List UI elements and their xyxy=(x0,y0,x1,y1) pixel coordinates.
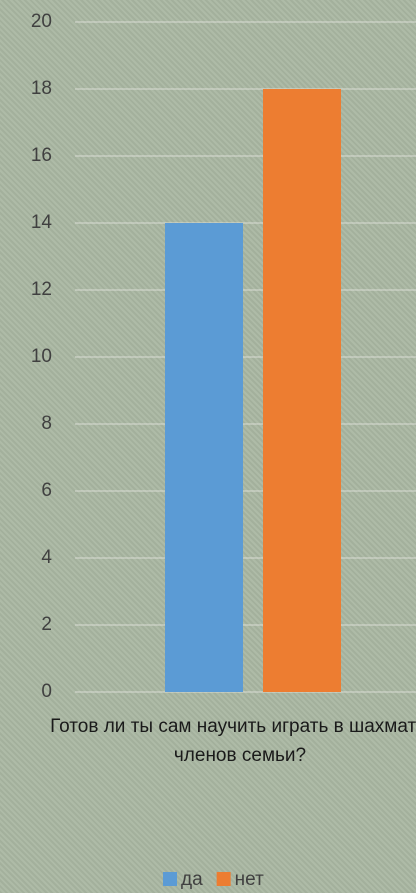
y-tick-label: 18 xyxy=(31,78,52,99)
x-tick-label: Готов ли ты сам научить играть в шахматы… xyxy=(40,712,416,770)
y-tick-label: 2 xyxy=(41,614,52,635)
y-tick-label: 0 xyxy=(41,681,52,702)
bar xyxy=(263,89,341,692)
y-tick-label: 12 xyxy=(31,279,52,300)
legend-swatch xyxy=(217,872,231,886)
bar xyxy=(165,223,243,692)
legend-label: нет xyxy=(235,869,264,890)
y-tick-label: 4 xyxy=(41,547,52,568)
y-tick-label: 14 xyxy=(31,212,53,233)
legend-swatch xyxy=(163,872,177,886)
chart-area: 0 2 4 6 8 10 12 14 16 18 20 да нет Готов ли ты сам н… xyxy=(0,0,416,893)
y-tick-label: 20 xyxy=(31,11,52,32)
y-tick-label: 10 xyxy=(31,346,52,367)
y-tick-label: 16 xyxy=(31,145,52,166)
legend-label: да xyxy=(181,869,203,890)
y-tick-label: 8 xyxy=(41,413,52,434)
y-tick-label: 6 xyxy=(41,480,52,501)
